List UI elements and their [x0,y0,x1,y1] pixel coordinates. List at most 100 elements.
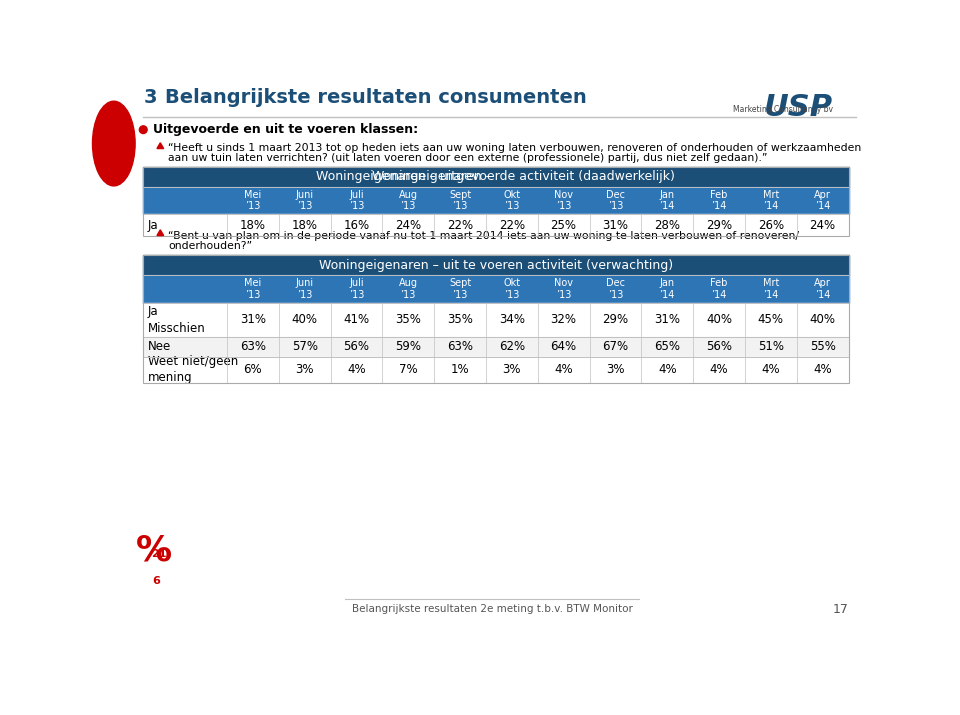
Text: 41%: 41% [344,313,370,326]
Text: 3%: 3% [606,363,625,376]
Text: Mei
’13: Mei ’13 [244,189,261,212]
Ellipse shape [92,102,135,186]
Text: Mrt
’14: Mrt ’14 [762,278,779,300]
Text: 63%: 63% [447,340,473,353]
Text: Woningeigenaren – uit te voeren activiteit (verwachting): Woningeigenaren – uit te voeren activite… [319,259,673,272]
Text: 32%: 32% [551,313,577,326]
Text: 3%: 3% [296,363,314,376]
Text: Juni
’13: Juni ’13 [296,189,314,212]
Text: 4%: 4% [554,363,573,376]
Text: Belangrijkste resultaten 2e meting t.b.v. BTW Monitor: Belangrijkste resultaten 2e meting t.b.v… [351,604,633,614]
Text: Aug
’13: Aug ’13 [398,189,418,212]
Text: 22%: 22% [447,219,473,232]
Text: Misschien: Misschien [148,322,205,335]
Text: Uitgevoerde en uit te voeren klassen:: Uitgevoerde en uit te voeren klassen: [153,123,418,136]
Text: 62%: 62% [499,340,525,353]
Text: 31%: 31% [654,313,681,326]
Text: Dec
’13: Dec ’13 [606,278,625,300]
Text: Sept
’13: Sept ’13 [449,189,471,212]
Bar [143,255,849,383]
Text: Okt
’13: Okt ’13 [503,189,520,212]
Text: 63%: 63% [240,340,266,353]
Text: 56%: 56% [344,340,370,353]
Text: USP: USP [764,93,833,122]
Text: “Bent u van plan om in de periode vanaf nu tot 1 maart 2014 iets aan uw woning t: “Bent u van plan om in de periode vanaf … [168,230,799,240]
Text: 40%: 40% [292,313,318,326]
Text: “Heeft u sinds 1 maart 2013 tot op heden iets aan uw woning laten verbouwen, ren: “Heeft u sinds 1 maart 2013 tot op heden… [168,143,861,153]
Text: 55%: 55% [809,340,835,353]
Text: Apr
’14: Apr ’14 [814,278,831,300]
Text: 31%: 31% [240,313,266,326]
Bar [143,187,849,214]
Text: 45%: 45% [757,313,783,326]
Text: Feb
’14: Feb ’14 [710,278,728,300]
Text: 3: 3 [143,88,156,107]
Bar [143,167,849,187]
Text: Juli
’13: Juli ’13 [348,278,364,300]
Bar [143,214,849,236]
Text: 64%: 64% [551,340,577,353]
Text: %: % [135,533,172,567]
Bar [143,303,849,337]
Circle shape [139,126,147,134]
Text: 29%: 29% [706,219,732,232]
Text: Nee: Nee [148,340,171,353]
Text: 59%: 59% [396,340,421,353]
Text: Aug
’13: Aug ’13 [398,278,418,300]
Text: Juni
’13: Juni ’13 [296,278,314,300]
Text: 6%: 6% [244,363,262,376]
Text: 3%: 3% [503,363,521,376]
Text: 21: 21 [151,549,166,559]
Text: 22%: 22% [499,219,525,232]
Text: 34%: 34% [499,313,525,326]
Text: Juli
’13: Juli ’13 [348,189,364,212]
Text: onderhouden?”: onderhouden?” [168,240,252,250]
Text: 35%: 35% [447,313,473,326]
Bar [143,275,849,303]
Text: Woningeigenaren –: Woningeigenaren – [372,170,496,183]
Bar [143,167,849,236]
Text: 57%: 57% [292,340,318,353]
Text: 24%: 24% [809,219,835,232]
Text: 40%: 40% [706,313,732,326]
Bar [143,357,849,383]
Text: 4%: 4% [709,363,729,376]
Text: Ja: Ja [148,219,158,232]
Text: Jan
’14: Jan ’14 [660,189,675,212]
Text: Feb
’14: Feb ’14 [710,189,728,212]
Text: 7%: 7% [399,363,418,376]
Bar [143,255,849,275]
Text: 67%: 67% [602,340,629,353]
Text: Dec
’13: Dec ’13 [606,189,625,212]
Text: Apr
’14: Apr ’14 [814,189,831,212]
Text: 29%: 29% [602,313,629,326]
Text: 17: 17 [832,603,849,616]
Text: 35%: 35% [396,313,421,326]
Text: Woningeigenaren – uitgevoerde activiteit (daadwerkelijk): Woningeigenaren – uitgevoerde activiteit… [317,170,675,183]
Text: Nov
’13: Nov ’13 [554,189,573,212]
Text: 51%: 51% [757,340,783,353]
Text: Sept
’13: Sept ’13 [449,278,471,300]
Text: 25%: 25% [551,219,577,232]
Text: Nov
’13: Nov ’13 [554,278,573,300]
Text: Jan
’14: Jan ’14 [660,278,675,300]
Text: 4%: 4% [348,363,366,376]
Bar [143,337,849,357]
Text: Belangrijkste resultaten consumenten: Belangrijkste resultaten consumenten [165,88,587,107]
Text: Ja: Ja [148,305,158,318]
Text: Weet niet/geen
mening: Weet niet/geen mening [148,355,238,385]
Text: Mrt
’14: Mrt ’14 [762,189,779,212]
Text: 4%: 4% [761,363,780,376]
Text: aan uw tuin laten verrichten? (uit laten voeren door een externe (professionele): aan uw tuin laten verrichten? (uit laten… [168,153,768,163]
Text: 56%: 56% [706,340,732,353]
Text: 28%: 28% [654,219,681,232]
Text: 18%: 18% [292,219,318,232]
Text: 26%: 26% [757,219,784,232]
Text: Okt
’13: Okt ’13 [503,278,520,300]
Text: 6: 6 [153,576,160,586]
Text: 4%: 4% [813,363,832,376]
Text: 31%: 31% [603,219,629,232]
Text: Marketing Consultancy bv: Marketing Consultancy bv [733,105,833,114]
Text: 1%: 1% [450,363,469,376]
Text: 24%: 24% [396,219,421,232]
